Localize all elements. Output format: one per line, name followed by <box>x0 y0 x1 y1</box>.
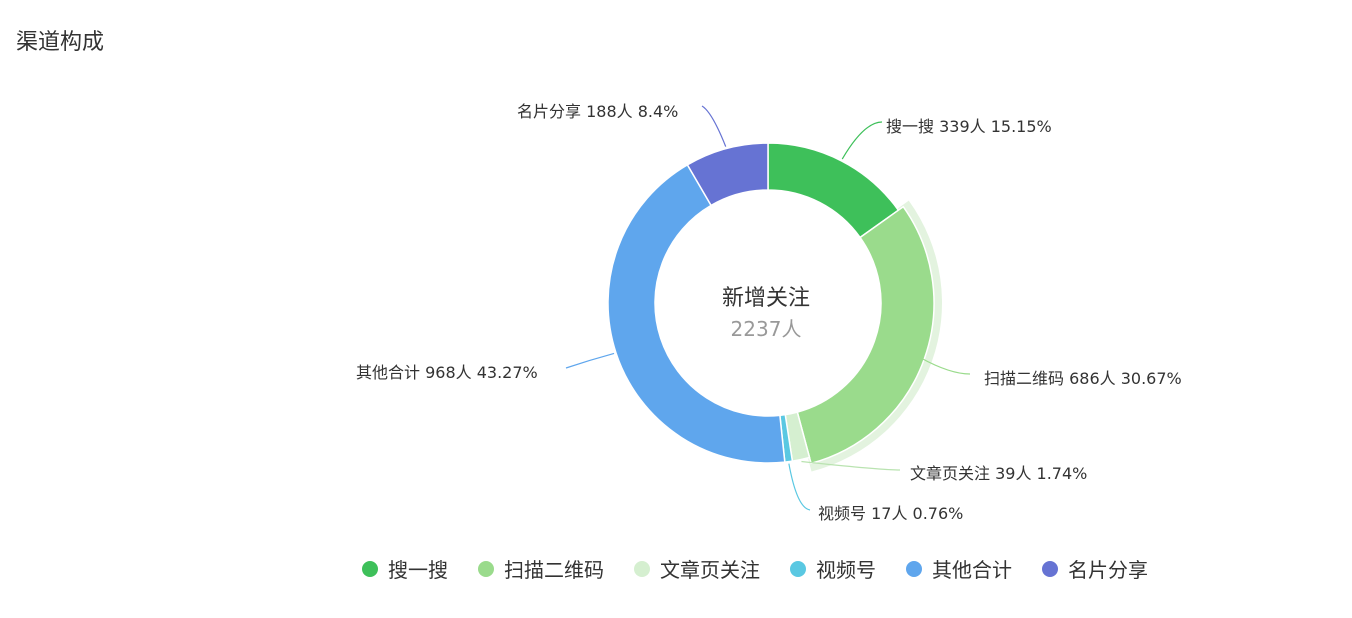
legend-swatch <box>790 560 806 577</box>
legend-label: 视频号 <box>816 558 876 582</box>
slice-2[interactable] <box>796 205 935 465</box>
legend-swatch <box>478 560 494 577</box>
legend-swatch <box>906 560 922 577</box>
leader-line-1 <box>841 121 883 160</box>
leader-line-6 <box>701 105 727 147</box>
panel-title: 渠道构成 <box>16 30 105 55</box>
legend-label: 其他合计 <box>932 558 1012 582</box>
legend-item-6[interactable]: 名片分享 <box>1042 554 1148 583</box>
leader-line-2 <box>920 357 971 375</box>
slice-label-6: 名片分享 188人 8.4% <box>517 102 678 121</box>
slice-5[interactable] <box>607 163 786 464</box>
legend-swatch <box>634 560 650 577</box>
legend-label: 文章页关注 <box>660 558 760 582</box>
slice-label-5: 其他合计 968人 43.27% <box>356 363 538 382</box>
legend-item-3[interactable]: 文章页关注 <box>634 554 760 583</box>
leader-line-3 <box>801 460 901 471</box>
slice-label-4: 视频号 17人 0.76% <box>818 504 963 523</box>
center-title: 新增关注 <box>722 286 810 311</box>
center-total: 2237人 <box>731 317 802 341</box>
legend-label: 名片分享 <box>1068 558 1148 582</box>
legend-item-2[interactable]: 扫描二维码 <box>478 554 604 583</box>
slice-label-2: 扫描二维码 686人 30.67% <box>984 369 1182 388</box>
leader-line-4 <box>788 463 811 511</box>
legend-label: 搜一搜 <box>388 558 448 582</box>
legend-label: 扫描二维码 <box>504 558 604 582</box>
slice-6[interactable] <box>686 142 769 207</box>
legend-swatch <box>1042 560 1058 577</box>
legend-item-4[interactable]: 视频号 <box>790 554 876 583</box>
legend-swatch <box>362 560 378 577</box>
leader-line-5 <box>565 352 615 369</box>
legend-item-1[interactable]: 搜一搜 <box>362 554 448 583</box>
slice-label-1: 搜一搜 339人 15.15% <box>886 117 1052 136</box>
slice-label-3: 文章页关注 39人 1.74% <box>910 464 1087 483</box>
legend-item-5[interactable]: 其他合计 <box>906 554 1012 583</box>
chart-legend: 搜一搜 扫描二维码 文章页关注 视频号 其他合计 名片分享 <box>362 554 1178 583</box>
